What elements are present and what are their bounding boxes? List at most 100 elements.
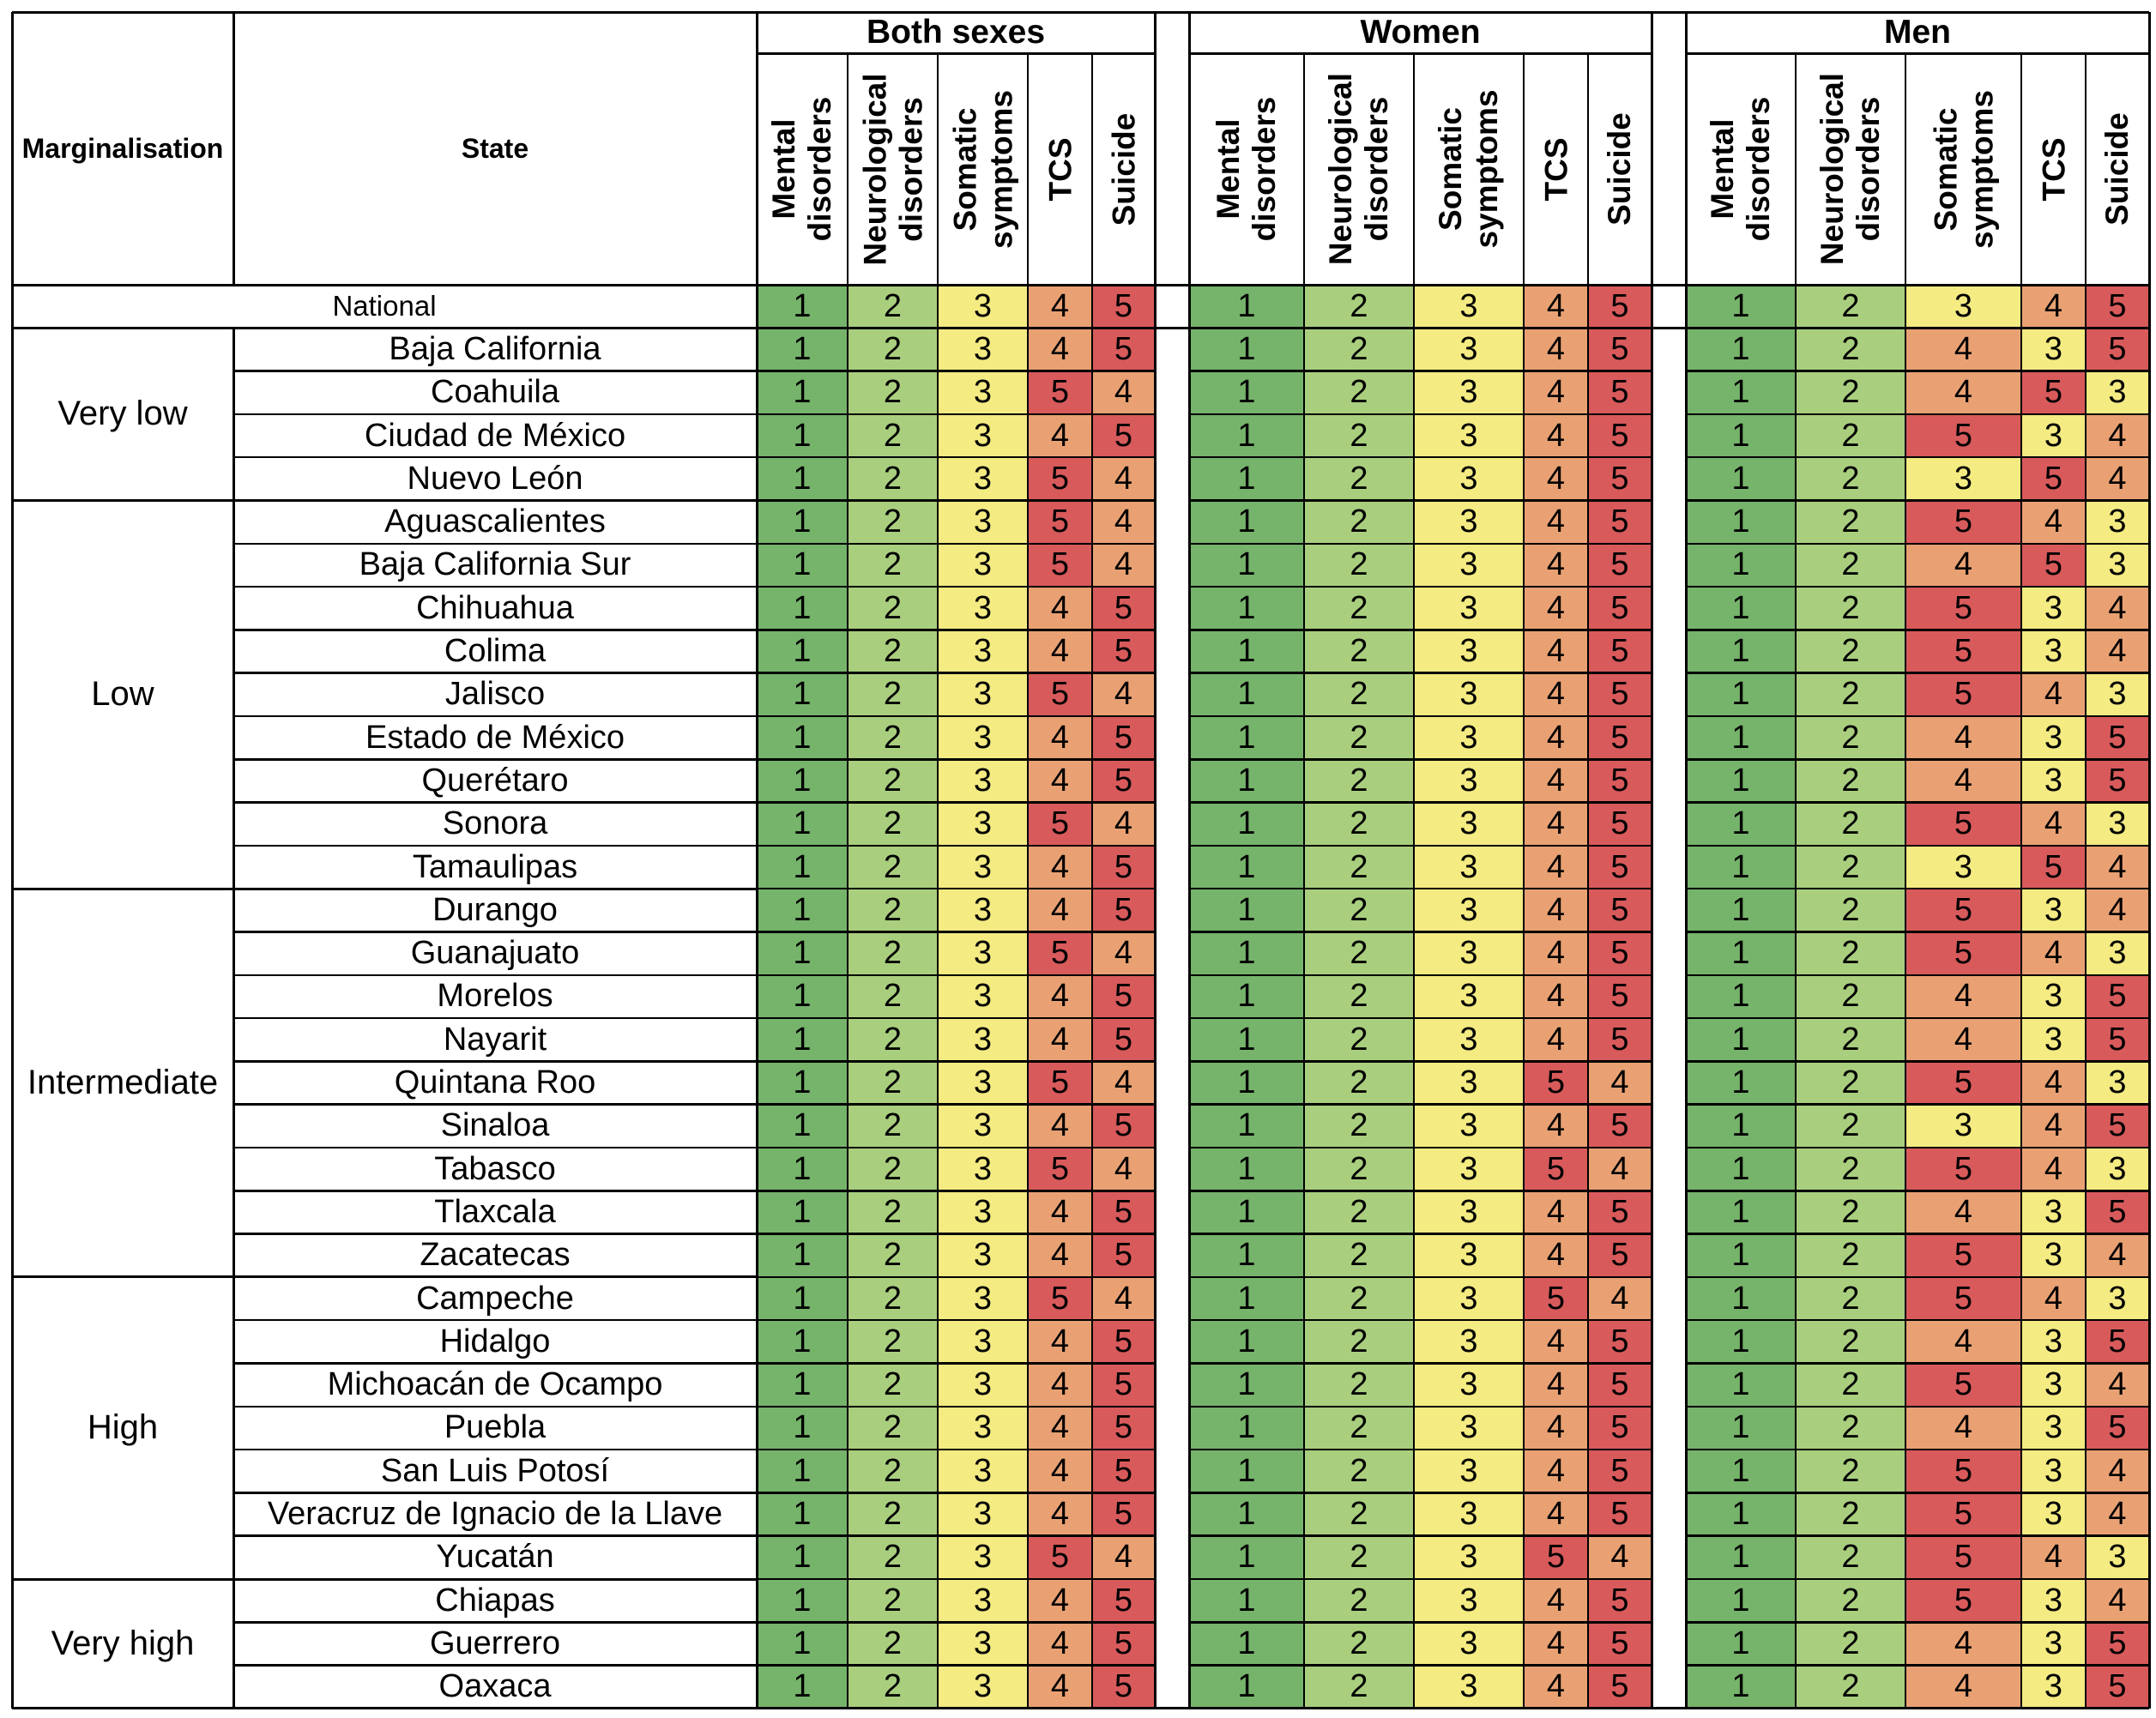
grid-line [233,455,757,459]
rank-cell: 5 [2021,371,2086,414]
state-name: Tabasco [434,1150,556,1187]
column-header-mental-disorders: Mental disorders [1686,53,1796,285]
rank-cell: 5 [1588,328,1652,371]
rank-cell: 1 [757,716,848,760]
rank-cell: 3 [1414,413,1524,458]
rank-cell: 1 [1686,845,1796,889]
rank-cell: 5 [2086,285,2149,329]
rank-cell: 2 [1796,1579,1905,1623]
column-header-line: symptoms [982,89,1018,249]
grid-line [233,1060,757,1063]
rank-cell: 1 [1189,1320,1304,1364]
grid-line [1586,53,1590,1709]
column-header-line: Mental [1211,118,1246,220]
column-header-label: Somatic symptoms [1414,53,1524,285]
rank-cell: 3 [938,1320,1028,1364]
rank-cell: 2 [1796,1320,1905,1364]
rank-cell: 2 [1796,543,1905,588]
rank-cell: 3 [1414,974,1524,1019]
rank-cell: 1 [1189,1148,1304,1191]
grid-line [233,1146,757,1149]
state-name: Hidalgo [439,1323,551,1359]
column-header-label: Suicide [1092,53,1155,285]
rank-cell: 5 [2086,1320,2149,1364]
grid-line [1686,1103,2149,1106]
grid-line [1189,758,1652,761]
rank-cell: 2 [1796,1061,1905,1105]
rank-cell: 3 [1414,543,1524,588]
rank-cell: 1 [757,1535,848,1579]
grid-line [233,542,757,546]
rank-cell: 2 [1304,1363,1414,1407]
rank-cell: 3 [2021,587,2086,630]
rank-cell: 1 [757,500,848,544]
rank-cell: 3 [1414,1665,1524,1709]
rank-cell: 5 [1028,1276,1092,1321]
grid-line [233,585,757,588]
grid-line [233,1233,757,1235]
rank-cell: 1 [1686,889,1796,932]
grid-line [757,1492,1155,1494]
rank-cell: 5 [1905,802,2021,846]
rank-cell: 4 [1905,1320,2021,1364]
rank-cell: 2 [1304,845,1414,889]
rank-cell: 2 [848,1579,938,1623]
rank-cell: 4 [1588,1061,1652,1105]
grid-line [1686,758,2149,761]
rank-cell: 4 [1028,1579,1092,1623]
grid-line [757,801,1155,804]
rank-cell: 2 [1304,1665,1414,1709]
rank-cell: 4 [1524,1104,1588,1148]
grid-line [757,974,1155,977]
grid-line [757,455,1155,459]
rank-cell: 4 [1905,1191,2021,1234]
rank-cell: 3 [1414,802,1524,846]
rank-cell: 3 [938,1018,1028,1062]
state-name: Zacatecas [420,1237,571,1274]
rank-cell: 4 [1524,1363,1588,1407]
rank-cell: 2 [1304,1579,1414,1623]
rank-cell: 1 [1686,1665,1796,1709]
rank-cell: 2 [1304,931,1414,975]
rank-cell: 2 [848,630,938,673]
grid-line [1189,1275,1652,1279]
state-name: Campeche [416,1280,574,1317]
rank-cell: 1 [1686,630,1796,673]
rank-cell: 1 [757,802,848,846]
rank-cell: 2 [848,543,938,588]
grid-line [1686,585,2149,588]
rank-cell: 1 [1189,1363,1304,1407]
rank-cell: 1 [1189,1191,1304,1234]
grid-line [1189,1577,1652,1581]
rank-cell: 4 [1524,1665,1588,1709]
rank-cell: 1 [757,931,848,975]
rank-cell: 2 [1796,328,1905,371]
rank-cell: 4 [1905,716,2021,760]
rank-cell: 4 [2021,1104,2086,1148]
rank-cell: 2 [848,1665,938,1709]
grid-line [1904,53,1907,1709]
rank-cell: 3 [1414,1406,1524,1450]
rank-cell: 3 [2086,543,2149,588]
grid-line [12,1577,757,1581]
grid-line [757,1318,1155,1322]
rank-cell: 2 [1304,672,1414,716]
rank-cell: 3 [938,328,1028,371]
rank-cell: 5 [1588,1579,1652,1623]
rank-cell: 4 [1028,1320,1092,1364]
rank-cell: 4 [1092,931,1155,975]
rank-cell: 5 [1092,285,1155,329]
column-header-line: TCS [1042,137,1078,201]
rank-cell: 5 [1588,1363,1652,1407]
rank-cell: 4 [1524,285,1588,329]
grid-line [233,1318,757,1322]
rank-cell: 1 [1189,802,1304,846]
rank-cell: 2 [1304,1276,1414,1321]
rank-cell: 2 [1304,974,1414,1019]
rank-cell: 4 [1524,1018,1588,1062]
column-header-label: TCS [1028,53,1092,285]
rank-cell: 5 [2086,759,2149,803]
column-header-state: State [461,132,529,164]
rank-cell: 3 [938,1191,1028,1234]
rank-cell: 4 [1028,759,1092,803]
